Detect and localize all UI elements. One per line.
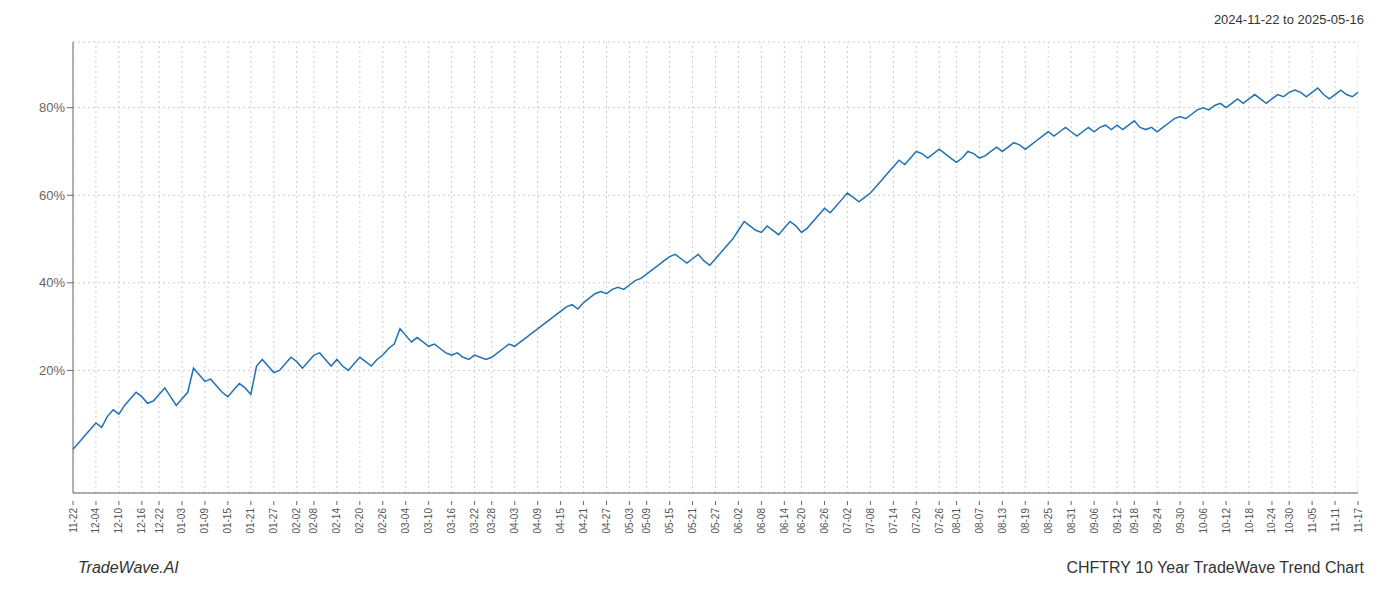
- svg-text:12-16: 12-16: [136, 508, 147, 534]
- svg-text:04-27: 04-27: [601, 508, 612, 534]
- svg-text:06-14: 06-14: [779, 508, 790, 534]
- svg-text:04-09: 04-09: [532, 508, 543, 534]
- svg-text:04-15: 04-15: [555, 508, 566, 534]
- svg-text:03-04: 03-04: [400, 508, 411, 534]
- svg-text:08-19: 08-19: [1020, 508, 1031, 534]
- svg-text:08-01: 08-01: [951, 508, 962, 534]
- svg-text:02-08: 02-08: [308, 508, 319, 534]
- svg-text:03-16: 03-16: [446, 508, 457, 534]
- svg-text:04-21: 04-21: [578, 508, 589, 534]
- svg-text:05-15: 05-15: [664, 508, 675, 534]
- svg-text:11-11: 11-11: [1330, 508, 1341, 533]
- svg-text:03-22: 03-22: [469, 508, 480, 534]
- svg-text:04-03: 04-03: [509, 508, 520, 534]
- svg-text:11-05: 11-05: [1307, 508, 1318, 533]
- svg-text:12-22: 12-22: [154, 508, 165, 534]
- svg-text:07-14: 07-14: [888, 508, 899, 534]
- svg-text:11-22: 11-22: [68, 508, 79, 533]
- svg-text:09-06: 09-06: [1089, 508, 1100, 534]
- svg-text:08-13: 08-13: [997, 508, 1008, 534]
- svg-text:02-26: 02-26: [377, 508, 388, 534]
- svg-text:01-21: 01-21: [245, 508, 256, 534]
- svg-text:03-28: 03-28: [486, 508, 497, 534]
- svg-text:06-08: 06-08: [756, 508, 767, 534]
- svg-text:20%: 20%: [39, 363, 65, 378]
- svg-text:01-09: 01-09: [199, 508, 210, 534]
- svg-text:05-09: 05-09: [641, 508, 652, 534]
- svg-text:01-15: 01-15: [222, 508, 233, 534]
- svg-text:07-08: 07-08: [865, 508, 876, 534]
- svg-text:07-20: 07-20: [911, 508, 922, 534]
- svg-text:02-20: 02-20: [354, 508, 365, 534]
- html-text:TradeWave.AI: TradeWave.AI: [78, 559, 179, 576]
- svg-text:12-04: 12-04: [90, 508, 101, 534]
- svg-text:05-21: 05-21: [687, 508, 698, 534]
- svg-text:10-24: 10-24: [1266, 508, 1277, 534]
- svg-text:11-17: 11-17: [1353, 508, 1364, 533]
- html-text:CHFTRY 10 Year TradeWave Trend: CHFTRY 10 Year TradeWave Trend Chart: [1066, 559, 1364, 576]
- svg-text:08-25: 08-25: [1043, 508, 1054, 534]
- svg-text:60%: 60%: [39, 188, 65, 203]
- svg-text:01-03: 01-03: [176, 508, 187, 534]
- svg-text:80%: 80%: [39, 100, 65, 115]
- svg-text:40%: 40%: [39, 275, 65, 290]
- svg-text:06-26: 06-26: [819, 508, 830, 534]
- svg-text:09-24: 09-24: [1152, 508, 1163, 534]
- svg-text:01-27: 01-27: [268, 508, 279, 534]
- svg-text:08-31: 08-31: [1066, 508, 1077, 534]
- svg-text:08-07: 08-07: [974, 508, 985, 534]
- html-text:2024-11-22 to 2025-05-16: 2024-11-22 to 2025-05-16: [1213, 12, 1364, 27]
- svg-text:02-02: 02-02: [291, 508, 302, 534]
- svg-text:02-14: 02-14: [331, 508, 342, 534]
- svg-text:06-20: 06-20: [796, 508, 807, 534]
- svg-text:09-18: 09-18: [1129, 508, 1140, 534]
- svg-text:07-26: 07-26: [934, 508, 945, 534]
- svg-text:12-10: 12-10: [113, 508, 124, 534]
- svg-text:05-03: 05-03: [624, 508, 635, 534]
- svg-text:03-10: 03-10: [423, 508, 434, 534]
- svg-text:06-02: 06-02: [733, 508, 744, 534]
- svg-text:07-02: 07-02: [842, 508, 853, 534]
- svg-text:09-30: 09-30: [1175, 508, 1186, 534]
- svg-text:10-06: 10-06: [1198, 508, 1209, 534]
- svg-text:09-12: 09-12: [1112, 508, 1123, 534]
- svg-text:10-30: 10-30: [1284, 508, 1295, 534]
- svg-text:10-12: 10-12: [1221, 508, 1232, 534]
- svg-text:05-27: 05-27: [710, 508, 721, 534]
- svg-text:10-18: 10-18: [1244, 508, 1255, 534]
